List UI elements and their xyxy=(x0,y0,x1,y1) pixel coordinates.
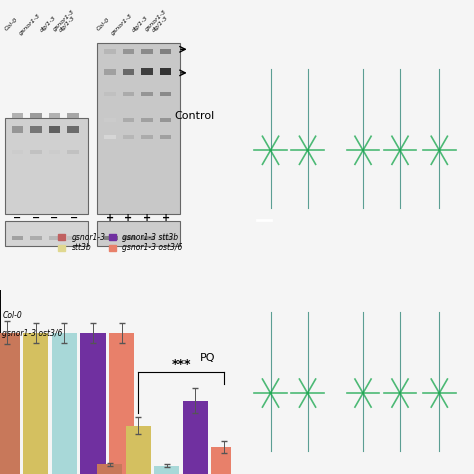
Bar xyxy=(123,49,134,54)
Bar xyxy=(126,426,151,474)
Text: Col-0: Col-0 xyxy=(2,311,22,320)
Bar xyxy=(30,150,42,155)
Bar xyxy=(30,112,42,118)
Bar xyxy=(97,43,180,214)
Bar xyxy=(48,112,60,118)
Text: +: + xyxy=(106,212,114,223)
Bar xyxy=(160,135,171,139)
Bar xyxy=(67,112,79,118)
Legend: gsnor1-3, stt3b, gsnor1-3 stt3b, gsnor1-3 ost3/6: gsnor1-3, stt3b, gsnor1-3 stt3b, gsnor1-… xyxy=(55,230,186,255)
Bar xyxy=(123,118,134,122)
Bar xyxy=(11,112,23,118)
Bar xyxy=(48,150,60,155)
Text: gsnor1-3 ost3/6: gsnor1-3 ost3/6 xyxy=(2,329,63,338)
Bar xyxy=(104,236,118,240)
Text: +: + xyxy=(163,212,171,223)
Bar xyxy=(11,150,23,155)
Bar xyxy=(67,150,79,155)
Text: −: − xyxy=(32,212,40,223)
Bar xyxy=(183,401,208,474)
Bar xyxy=(141,49,153,54)
Text: gsnor1-3
dg/1-3: gsnor1-3 dg/1-3 xyxy=(52,8,79,36)
Bar xyxy=(160,67,171,75)
Text: +: + xyxy=(124,212,132,223)
Bar xyxy=(123,92,134,96)
Text: dg/1-3: dg/1-3 xyxy=(39,15,57,33)
Bar xyxy=(160,118,171,122)
Text: +: + xyxy=(143,212,151,223)
Text: Col-0: Col-0 xyxy=(3,17,18,31)
Bar xyxy=(141,135,153,139)
Bar xyxy=(11,236,23,240)
Text: −: − xyxy=(70,212,78,223)
Bar xyxy=(52,333,77,474)
Bar xyxy=(141,118,153,122)
Bar xyxy=(141,67,153,75)
Bar xyxy=(67,236,79,240)
Text: PQ: PQ xyxy=(200,354,215,364)
Bar xyxy=(5,118,88,214)
Bar xyxy=(141,92,153,96)
Text: Col-0: Col-0 xyxy=(96,17,111,31)
Bar xyxy=(0,333,20,474)
Bar xyxy=(23,333,48,474)
Text: ***: *** xyxy=(172,358,191,371)
Bar xyxy=(30,127,42,133)
Bar xyxy=(104,135,116,139)
Bar xyxy=(48,127,60,133)
Bar xyxy=(160,236,173,240)
Bar xyxy=(48,236,60,240)
Bar xyxy=(123,69,134,75)
Bar xyxy=(5,221,88,246)
Bar xyxy=(123,135,134,139)
Bar xyxy=(97,464,122,474)
Text: dg/1-3: dg/1-3 xyxy=(131,15,149,33)
Bar xyxy=(30,236,42,240)
Text: gsnor1-3
dg/1-3: gsnor1-3 dg/1-3 xyxy=(144,8,172,36)
Text: Control: Control xyxy=(175,110,215,120)
Text: gsnor1-3: gsnor1-3 xyxy=(110,12,134,36)
Bar xyxy=(160,92,171,96)
Bar xyxy=(104,49,116,54)
Bar xyxy=(123,236,137,240)
Bar xyxy=(104,118,116,122)
Bar xyxy=(141,236,155,240)
Bar xyxy=(67,127,79,133)
Bar xyxy=(109,333,134,474)
Bar xyxy=(81,333,106,474)
Bar xyxy=(154,465,180,474)
Bar xyxy=(211,447,237,474)
Text: gsnor1-3: gsnor1-3 xyxy=(18,12,41,36)
Bar xyxy=(97,221,180,246)
Bar xyxy=(104,92,116,96)
Bar xyxy=(160,49,171,54)
Bar xyxy=(104,69,116,75)
Text: −: − xyxy=(13,212,21,223)
Bar xyxy=(11,127,23,133)
Text: −: − xyxy=(50,212,58,223)
